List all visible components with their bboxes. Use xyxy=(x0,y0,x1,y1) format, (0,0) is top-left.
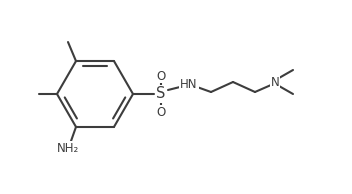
Text: S: S xyxy=(156,87,166,101)
Text: NH₂: NH₂ xyxy=(57,142,79,155)
Text: O: O xyxy=(156,106,166,119)
Text: HN: HN xyxy=(180,77,198,90)
Text: N: N xyxy=(271,75,279,88)
Text: O: O xyxy=(156,69,166,82)
